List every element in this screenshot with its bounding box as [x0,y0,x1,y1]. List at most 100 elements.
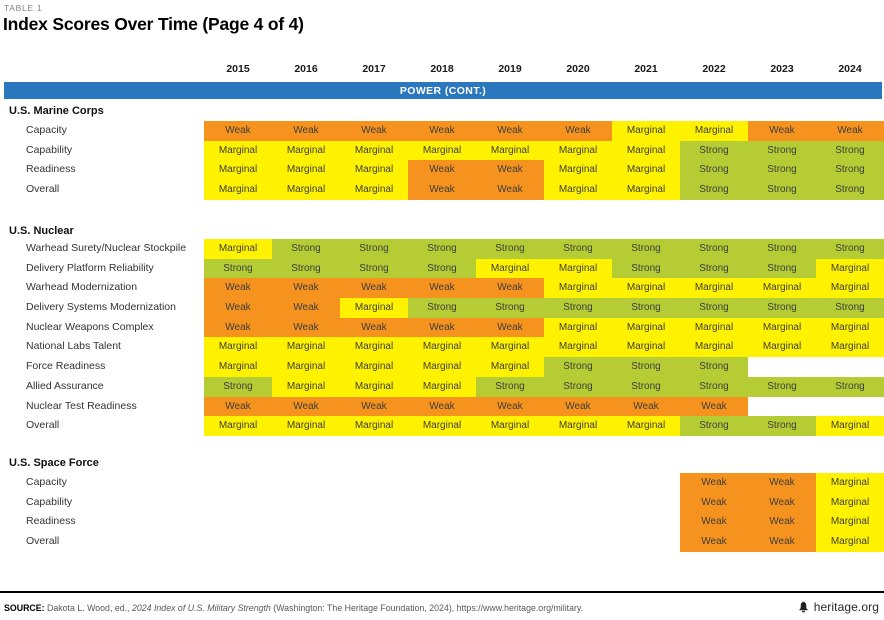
score-cell: Marginal [272,376,340,397]
score-cell: Marginal [680,337,748,358]
score-cell: Weak [408,396,476,417]
score-cell: Marginal [340,180,408,200]
score-grid-nuclear: Warhead Surety/Nuclear Stockpile Marginal… [4,239,884,436]
score-cell: Weak [340,121,408,141]
score-cell: Marginal [340,140,408,161]
section-title-space-force: U.S. Space Force [9,457,99,469]
empty-cell [612,512,680,532]
score-cell: Marginal [816,317,884,338]
score-cell: Weak [476,278,544,299]
score-cell: Weak [544,121,612,141]
score-cell: Strong [544,239,612,259]
empty-cell [544,493,612,513]
score-cell: Strong [748,239,816,259]
empty-cell [204,512,272,532]
score-cell: Marginal [340,160,408,181]
score-cell: Marginal [816,492,884,513]
score-cell: Weak [680,396,748,417]
score-cell: Marginal [612,160,680,181]
score-cell: Weak [612,396,680,417]
row-label: Force Readiness [4,357,204,377]
empty-cell [612,473,680,493]
year-header: 2022 [702,63,726,75]
score-cell: Marginal [476,140,544,161]
score-cell: Marginal [408,337,476,358]
score-cell: Strong [408,298,476,318]
empty-cell [476,532,544,552]
empty-cell [408,512,476,532]
score-cell: Marginal [816,512,884,533]
score-cell: Marginal [680,278,748,299]
score-cell: Strong [408,258,476,279]
empty-cell [408,532,476,552]
table-title: Index Scores Over Time (Page 4 of 4) [3,14,304,34]
score-cell: Marginal [408,357,476,377]
score-grid-marine-corps: Capacity Weak Weak Weak Weak Weak Weak Marginal… [4,121,884,200]
score-cell: Strong [612,376,680,397]
score-cell: Marginal [748,317,816,338]
score-cell: Weak [340,396,408,417]
score-cell: Weak [748,121,816,141]
year-header: 2018 [430,63,454,75]
score-cell: Weak [408,317,476,338]
year-header: 2023 [770,63,794,75]
score-cell: Marginal [544,278,612,299]
score-cell: Strong [816,140,884,161]
score-cell: Marginal [816,278,884,299]
score-cell: Marginal [544,416,612,436]
score-cell: Weak [680,492,748,513]
score-cell: Weak [272,298,340,318]
score-cell: Weak [748,473,816,493]
score-cell: Weak [204,317,272,338]
row-label: Warhead Surety/Nuclear Stockpile [4,239,204,259]
score-cell: Strong [680,239,748,259]
score-cell: Marginal [816,532,884,552]
score-cell: Marginal [476,416,544,436]
empty-cell [272,493,340,513]
score-cell: Weak [544,396,612,417]
empty-cell [408,493,476,513]
empty-cell [204,473,272,493]
score-cell: Weak [476,396,544,417]
empty-cell [612,493,680,513]
score-cell: Marginal [204,239,272,259]
score-cell: Weak [408,160,476,181]
score-cell: Marginal [476,357,544,377]
score-cell: Strong [748,376,816,397]
score-cell: Strong [612,357,680,377]
row-label: Delivery Platform Reliability [4,258,204,279]
table-number-label: TABLE 1 [4,3,43,13]
score-cell: Marginal [544,337,612,358]
source-text-1: Dakota L. Wood, ed., [44,603,132,613]
score-cell: Marginal [544,317,612,338]
score-cell: Marginal [544,140,612,161]
empty-cell [476,493,544,513]
row-label: National Labs Talent [4,337,204,358]
score-cell: Weak [204,121,272,141]
score-cell: Weak [408,278,476,299]
score-cell: Strong [340,258,408,279]
score-cell: Weak [272,317,340,338]
empty-cell [816,357,884,377]
power-section-band: POWER (CONT.) [4,82,882,99]
score-cell: Marginal [204,140,272,161]
score-cell: Marginal [340,357,408,377]
source-note: SOURCE: Dakota L. Wood, ed., 2024 Index … [4,603,583,613]
score-cell: Strong [680,140,748,161]
score-cell: Marginal [816,337,884,358]
score-cell: Strong [204,376,272,397]
score-cell: Marginal [612,140,680,161]
score-cell: Weak [408,121,476,141]
score-cell: Strong [680,258,748,279]
score-cell: Marginal [408,376,476,397]
score-cell: Strong [272,239,340,259]
score-cell: Marginal [272,160,340,181]
score-cell: Weak [680,473,748,493]
score-cell: Strong [680,357,748,377]
score-cell: Weak [340,278,408,299]
year-header: 2020 [566,63,590,75]
empty-cell [340,512,408,532]
score-cell: Marginal [408,416,476,436]
empty-cell [204,493,272,513]
